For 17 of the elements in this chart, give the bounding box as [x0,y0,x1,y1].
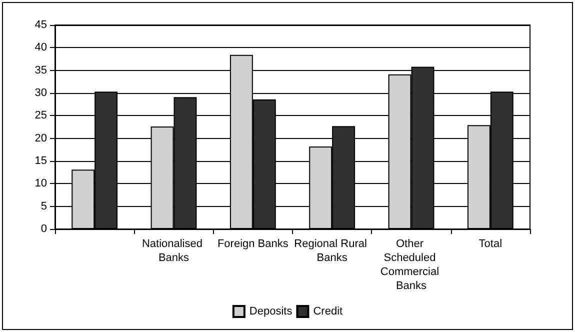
y-tick-label: 10 [34,178,47,190]
x-tick-label: Total [478,238,502,250]
legend-label: Deposits [249,306,293,318]
x-tick-label: Other Scheduled Commercial Banks [380,238,442,292]
x-tick-label: Foreign Banks [217,238,289,250]
y-tick-label: 20 [34,132,47,144]
x-tick-label: Nationalised Banks [142,238,206,264]
legend-label: Credit [313,306,343,318]
x-tick-label: Regional Rural Banks [294,238,370,264]
y-tick-label: 25 [34,110,47,122]
y-tick-label: 15 [34,155,47,167]
y-tick-label: 45 [34,19,47,31]
y-tick-label: 0 [40,223,47,235]
y-tick-label: 30 [34,87,47,99]
y-tick-label: 5 [40,200,47,212]
y-tick-label: 35 [34,64,47,76]
y-tick-label: 40 [34,42,47,54]
